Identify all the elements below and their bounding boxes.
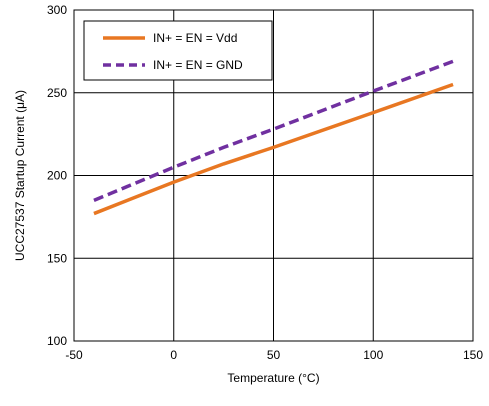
legend-label-vdd: IN+ = EN = Vdd [153, 31, 237, 45]
grid-lines [74, 10, 473, 341]
y-axis-label: UCC27537 Startup Current (μA) [13, 90, 27, 261]
legend-label-gnd: IN+ = EN = GND [153, 58, 243, 72]
x-tick-label: 50 [267, 348, 281, 362]
y-tick-label: 200 [47, 169, 67, 183]
series-lines [93, 59, 454, 216]
legend: IN+ = EN = Vdd IN+ = EN = GND [83, 20, 273, 81]
y-tick-label: 100 [47, 334, 67, 348]
x-tick-label: 0 [170, 348, 177, 362]
x-tick-labels: -50 0 50 100 150 [65, 348, 483, 362]
y-tick-label: 150 [47, 251, 67, 265]
x-tick-label: 150 [463, 348, 483, 362]
x-tick-label: -50 [65, 348, 83, 362]
series-line-vdd [93, 82, 454, 216]
x-tick-label: 100 [363, 348, 383, 362]
series-line-gnd [93, 59, 454, 202]
x-axis-label: Temperature (°C) [227, 371, 319, 385]
legend-box [83, 20, 273, 81]
y-tick-label: 300 [47, 3, 67, 17]
y-tick-labels: 100 150 200 250 300 [47, 3, 67, 348]
y-tick-label: 250 [47, 86, 67, 100]
plot-frame [73, 9, 474, 342]
